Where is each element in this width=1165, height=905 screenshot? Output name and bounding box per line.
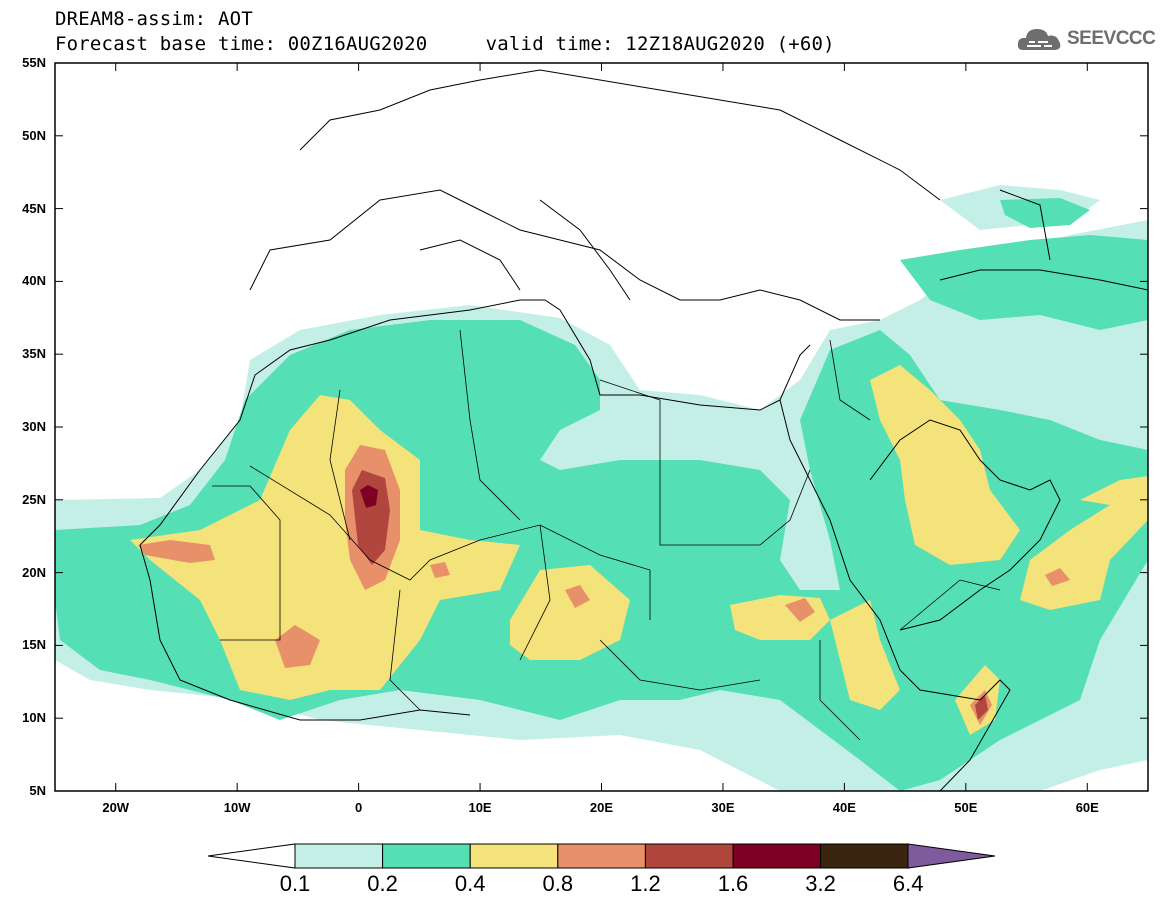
lat-tick-label: 30N bbox=[22, 419, 46, 434]
colorbar-label: 0.2 bbox=[367, 871, 398, 896]
colorbar-swatch bbox=[382, 843, 471, 869]
colorbar-swatch bbox=[732, 843, 822, 869]
lat-tick-label: 35N bbox=[22, 346, 46, 362]
colorbar-swatch bbox=[557, 843, 646, 869]
colorbar-label: 6.4 bbox=[892, 871, 924, 896]
lon-tick-label: 10E bbox=[468, 800, 492, 815]
colorbar-over-arrow bbox=[907, 843, 996, 869]
aot-field bbox=[55, 69, 1148, 791]
lon-tick-label: 40E bbox=[832, 800, 856, 815]
lat-tick-label: 25N bbox=[22, 491, 46, 507]
cloud-logo-icon bbox=[1017, 29, 1061, 50]
forecast-time-line: Forecast base time: 00Z16AUG2020 valid t… bbox=[55, 33, 835, 55]
axis-ticks bbox=[55, 62, 1148, 792]
colorbar-label: 0.4 bbox=[454, 871, 486, 896]
colorbar-label: 0.1 bbox=[279, 871, 311, 896]
lat-tick-label: 45N bbox=[22, 200, 46, 216]
lat-tick-label: 50N bbox=[22, 127, 46, 143]
lat-tick-label: 40N bbox=[22, 273, 46, 289]
colorbar-swatch bbox=[820, 843, 909, 869]
logo-text: SEEVCCC bbox=[1067, 28, 1156, 49]
colorbar-label: 1.6 bbox=[717, 871, 749, 896]
colorbar-swatch bbox=[644, 843, 734, 869]
lat-tick-label: 20N bbox=[22, 564, 46, 580]
coastlines-borders bbox=[139, 69, 1148, 791]
colorbar-swatch bbox=[469, 843, 559, 869]
colorbar-swatch bbox=[294, 843, 384, 869]
lon-tick-label: 10W bbox=[223, 800, 251, 815]
map-title: DREAM8-assim: AOT bbox=[55, 8, 253, 30]
colorbar-label: 3.2 bbox=[805, 871, 836, 896]
lon-tick-label: 0 bbox=[354, 800, 363, 815]
colorbar-label: 0.8 bbox=[542, 871, 574, 896]
aot-level-1.6 bbox=[360, 485, 378, 508]
colorbar-label: 1.2 bbox=[630, 871, 661, 896]
lat-tick-label: 10N bbox=[22, 710, 46, 726]
colorbar bbox=[207, 843, 996, 869]
lon-tick-label: 30E bbox=[711, 800, 735, 815]
seevccc-logo: SEEVCCC bbox=[1015, 22, 1156, 58]
aot-level-0.4 bbox=[130, 365, 1148, 735]
lon-tick-label: 50E bbox=[954, 800, 978, 815]
lon-tick-label: 20W bbox=[102, 800, 130, 815]
lon-tick-label: 20E bbox=[589, 800, 614, 815]
lat-tick-label: 5N bbox=[29, 783, 46, 798]
colorbar-under-arrow bbox=[207, 843, 296, 869]
lon-tick-label: 60E bbox=[1075, 800, 1099, 815]
country-borders bbox=[212, 329, 1001, 741]
lat-tick-label: 15N bbox=[22, 637, 46, 653]
lat-tick-label: 55N bbox=[22, 55, 46, 70]
